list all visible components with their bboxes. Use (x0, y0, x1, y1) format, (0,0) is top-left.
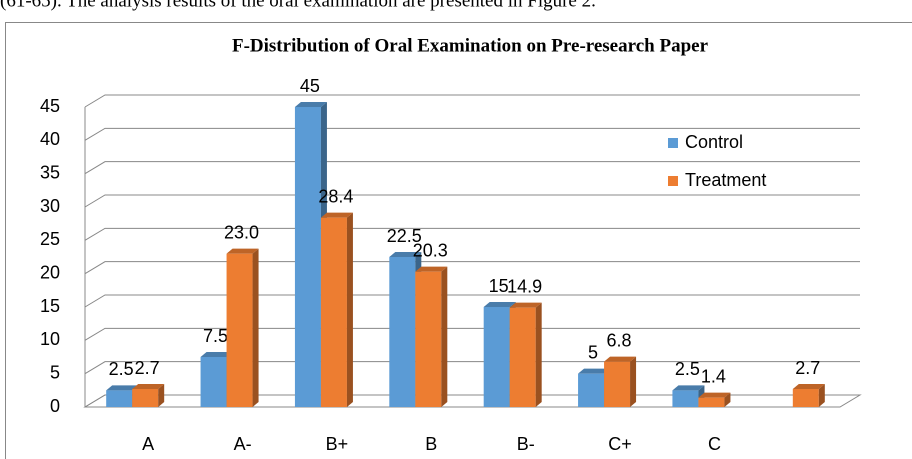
y-tick-label: 40 (40, 129, 60, 149)
data-label: 15 (489, 276, 509, 296)
bar (226, 253, 253, 407)
data-label: 20.3 (413, 240, 448, 260)
data-label: 2.7 (795, 358, 820, 378)
bar-side (818, 384, 825, 407)
bar-top (226, 248, 259, 254)
bar (792, 389, 819, 407)
x-tick-label: B (425, 434, 437, 454)
bar-top (415, 266, 448, 272)
chart-frame (5, 22, 912, 459)
legend-swatch (668, 176, 678, 186)
data-label: 22.5 (387, 226, 422, 246)
legend-label: Treatment (685, 170, 766, 190)
data-label: 2.5 (675, 359, 700, 379)
bar (578, 373, 605, 407)
bar-top (294, 102, 327, 107)
data-label: 14.9 (507, 276, 542, 296)
bar (415, 271, 442, 407)
y-tick-label: 45 (40, 96, 60, 116)
bar-side (441, 266, 448, 407)
grid-line (84, 261, 860, 275)
chart-title: F-Distribution of Oral Examination on Pr… (232, 35, 709, 56)
bar-side (346, 212, 353, 407)
data-label: 1.4 (701, 366, 726, 386)
y-tick-label: 15 (40, 296, 60, 316)
y-tick-label: 10 (40, 329, 60, 349)
legend-label: Control (685, 132, 743, 152)
x-tick-label: B- (517, 434, 535, 454)
bar-top (509, 302, 542, 308)
caption: (61-65). The analysis results of the ora… (0, 0, 596, 11)
bar-side (630, 356, 637, 407)
y-tick-label: 25 (40, 229, 60, 249)
bar (672, 390, 699, 407)
bar (698, 397, 725, 407)
data-label: 45 (300, 76, 320, 96)
data-label: 6.8 (607, 330, 632, 350)
bar (132, 389, 159, 407)
bar (200, 357, 227, 407)
bar-top (320, 212, 353, 218)
bar-top (578, 368, 611, 374)
bar (294, 107, 321, 407)
grid-line (84, 194, 860, 208)
x-tick-label: A (142, 434, 154, 454)
y-tick-label: 5 (50, 362, 60, 382)
bar (604, 361, 631, 407)
bar (509, 307, 536, 407)
grid-line (84, 161, 860, 175)
bar-side (158, 384, 165, 407)
y-tick-label: 30 (40, 196, 60, 216)
bar-top (389, 252, 422, 257)
grid-line (84, 127, 860, 141)
data-label: 7.5 (203, 326, 228, 346)
x-tick-label: B+ (326, 434, 349, 454)
legend-swatch (668, 138, 678, 148)
grid-line (84, 227, 860, 241)
bar (320, 217, 347, 407)
bar-top (200, 352, 233, 357)
y-tick-label: 35 (40, 162, 60, 182)
bar (483, 307, 510, 407)
y-tick-label: 20 (40, 262, 60, 282)
x-tick-label: C+ (608, 434, 632, 454)
bar-top (698, 392, 731, 398)
bar (389, 257, 416, 407)
bar-top (483, 302, 516, 307)
y-tick-label: 0 (50, 396, 60, 416)
x-tick-label: A- (234, 434, 252, 454)
grid-line (84, 327, 860, 341)
bar-top (672, 385, 705, 391)
bar-top (792, 384, 825, 389)
bar-side (535, 302, 542, 407)
bar-side (252, 248, 259, 407)
grid-line (84, 94, 860, 108)
data-label: 5 (588, 342, 598, 362)
bar-top (106, 385, 139, 391)
bar (106, 390, 133, 407)
bar-side (724, 392, 731, 407)
data-label: 2.7 (135, 358, 160, 378)
bar-top (604, 356, 637, 362)
data-label: 2.5 (109, 359, 134, 379)
grid-line (84, 294, 860, 308)
bar-top (132, 384, 165, 389)
data-label: 23.0 (224, 222, 259, 242)
x-tick-label: C (708, 434, 721, 454)
data-label: 28.4 (318, 186, 353, 206)
